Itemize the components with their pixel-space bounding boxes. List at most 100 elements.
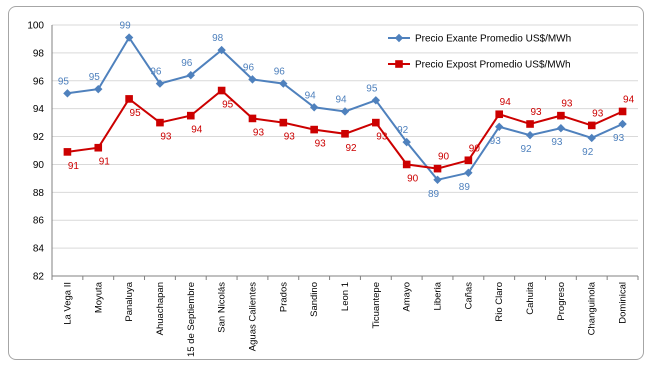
y-tick-label: 96 xyxy=(33,76,45,87)
legend-label-1: Precio Exante Promedio US$/MWh xyxy=(415,34,571,45)
data-point-exante xyxy=(495,122,504,131)
y-tick-label: 92 xyxy=(33,132,45,143)
data-label-exante: 96 xyxy=(181,58,193,69)
legend-label-2: Precio Expost Promedio US$/MWh xyxy=(415,60,571,71)
data-label-expost: 93 xyxy=(592,108,604,119)
data-point-exante xyxy=(248,75,257,84)
y-tick-label: 94 xyxy=(33,104,45,115)
data-point-expost xyxy=(125,95,133,103)
data-point-exante xyxy=(217,45,226,55)
data-label-exante: 92 xyxy=(397,125,409,136)
data-point-expost xyxy=(557,111,565,120)
data-label-expost: 91 xyxy=(68,161,80,172)
data-point-exante xyxy=(186,71,195,80)
chart-frame xyxy=(8,6,644,360)
y-tick-label: 82 xyxy=(33,272,45,283)
data-label-expost: 93 xyxy=(530,107,542,118)
x-tick-label: Dominical xyxy=(618,282,629,324)
legend-marker-expost xyxy=(395,60,403,68)
data-point-expost xyxy=(495,110,504,119)
data-point-expost xyxy=(310,125,318,134)
data-point-exante xyxy=(433,175,442,184)
x-tick-label: Rio Claro xyxy=(494,282,505,322)
data-label-exante: 95 xyxy=(58,76,70,87)
data-point-exante xyxy=(587,133,596,143)
data-point-expost xyxy=(279,118,288,127)
y-tick-label: 86 xyxy=(33,216,45,227)
data-point-expost xyxy=(618,107,627,116)
data-point-exante xyxy=(309,103,319,112)
data-point-expost xyxy=(156,118,164,127)
y-tick-label: 100 xyxy=(27,21,44,32)
data-label-exante: 94 xyxy=(305,90,317,101)
data-label-expost: 94 xyxy=(500,97,512,108)
data-point-exante xyxy=(279,79,288,88)
data-point-expost xyxy=(63,148,72,156)
data-point-expost xyxy=(526,120,534,128)
data-label-expost: 91 xyxy=(99,157,111,168)
data-label-exante: 96 xyxy=(243,62,255,73)
data-point-exante xyxy=(63,89,72,98)
data-point-exante xyxy=(402,137,411,147)
x-tick-label: Progreso xyxy=(556,282,567,321)
data-point-expost xyxy=(402,160,411,169)
data-label-expost: 92 xyxy=(345,143,357,154)
data-label-exante: 89 xyxy=(459,182,471,193)
y-tick-label: 88 xyxy=(33,188,45,199)
data-label-expost: 93 xyxy=(561,99,573,110)
data-point-expost xyxy=(186,111,195,120)
data-point-exante xyxy=(371,96,381,105)
data-point-exante xyxy=(525,130,535,140)
data-point-exante xyxy=(340,107,350,116)
data-label-expost: 95 xyxy=(130,108,142,119)
data-label-expost: 93 xyxy=(160,132,172,143)
data-point-exante xyxy=(155,79,165,88)
data-point-expost xyxy=(248,114,257,123)
data-point-expost xyxy=(433,164,442,173)
x-tick-label: 15 de Septiembre xyxy=(186,282,197,357)
data-label-expost: 95 xyxy=(222,100,234,111)
x-tick-label: Prados xyxy=(278,282,289,312)
data-label-exante: 95 xyxy=(89,72,101,83)
x-tick-label: Cahuita xyxy=(525,281,536,314)
data-label-exante: 96 xyxy=(150,67,162,78)
data-label-exante: 92 xyxy=(582,147,594,158)
data-label-expost: 94 xyxy=(191,125,203,136)
data-point-expost xyxy=(587,121,596,130)
data-point-expost xyxy=(217,86,226,95)
data-label-expost: 90 xyxy=(407,173,419,184)
x-tick-label: Ticuantepe xyxy=(371,282,382,329)
x-tick-label: Panaluya xyxy=(124,281,135,321)
data-label-expost: 90 xyxy=(438,152,450,163)
data-label-exante: 94 xyxy=(335,94,347,105)
x-tick-label: Cañas xyxy=(463,282,474,310)
x-tick-label: Aguas Calientes xyxy=(247,282,258,351)
data-label-exante: 99 xyxy=(120,21,132,32)
x-tick-label: Ahuachapan xyxy=(155,282,166,335)
x-tick-label: Changuinola xyxy=(587,281,598,335)
y-tick-label: 84 xyxy=(33,244,45,255)
x-tick-label: Leon 1 xyxy=(340,282,351,311)
y-tick-label: 90 xyxy=(33,160,45,171)
x-tick-label: Sandino xyxy=(309,282,320,317)
x-tick-label: Liberia xyxy=(433,281,444,310)
data-label-exante: 95 xyxy=(366,83,378,94)
data-label-expost: 90 xyxy=(469,143,481,154)
data-label-exante: 89 xyxy=(428,189,440,200)
data-point-expost xyxy=(372,118,380,127)
data-label-expost: 93 xyxy=(376,132,388,143)
x-tick-label: La Vega II xyxy=(62,282,73,325)
data-label-exante: 92 xyxy=(520,144,532,155)
data-point-expost xyxy=(341,129,349,138)
x-tick-label: Moyuta xyxy=(93,281,104,313)
data-label-expost: 94 xyxy=(623,94,635,105)
data-point-expost xyxy=(464,156,473,165)
data-label-expost: 93 xyxy=(253,127,265,138)
data-label-exante: 93 xyxy=(490,136,502,147)
data-point-expost xyxy=(94,143,103,152)
x-tick-label: Amayo xyxy=(402,282,413,312)
data-label-exante: 93 xyxy=(551,137,563,148)
legend-marker-exante xyxy=(394,33,404,43)
data-label-expost: 93 xyxy=(284,132,296,143)
